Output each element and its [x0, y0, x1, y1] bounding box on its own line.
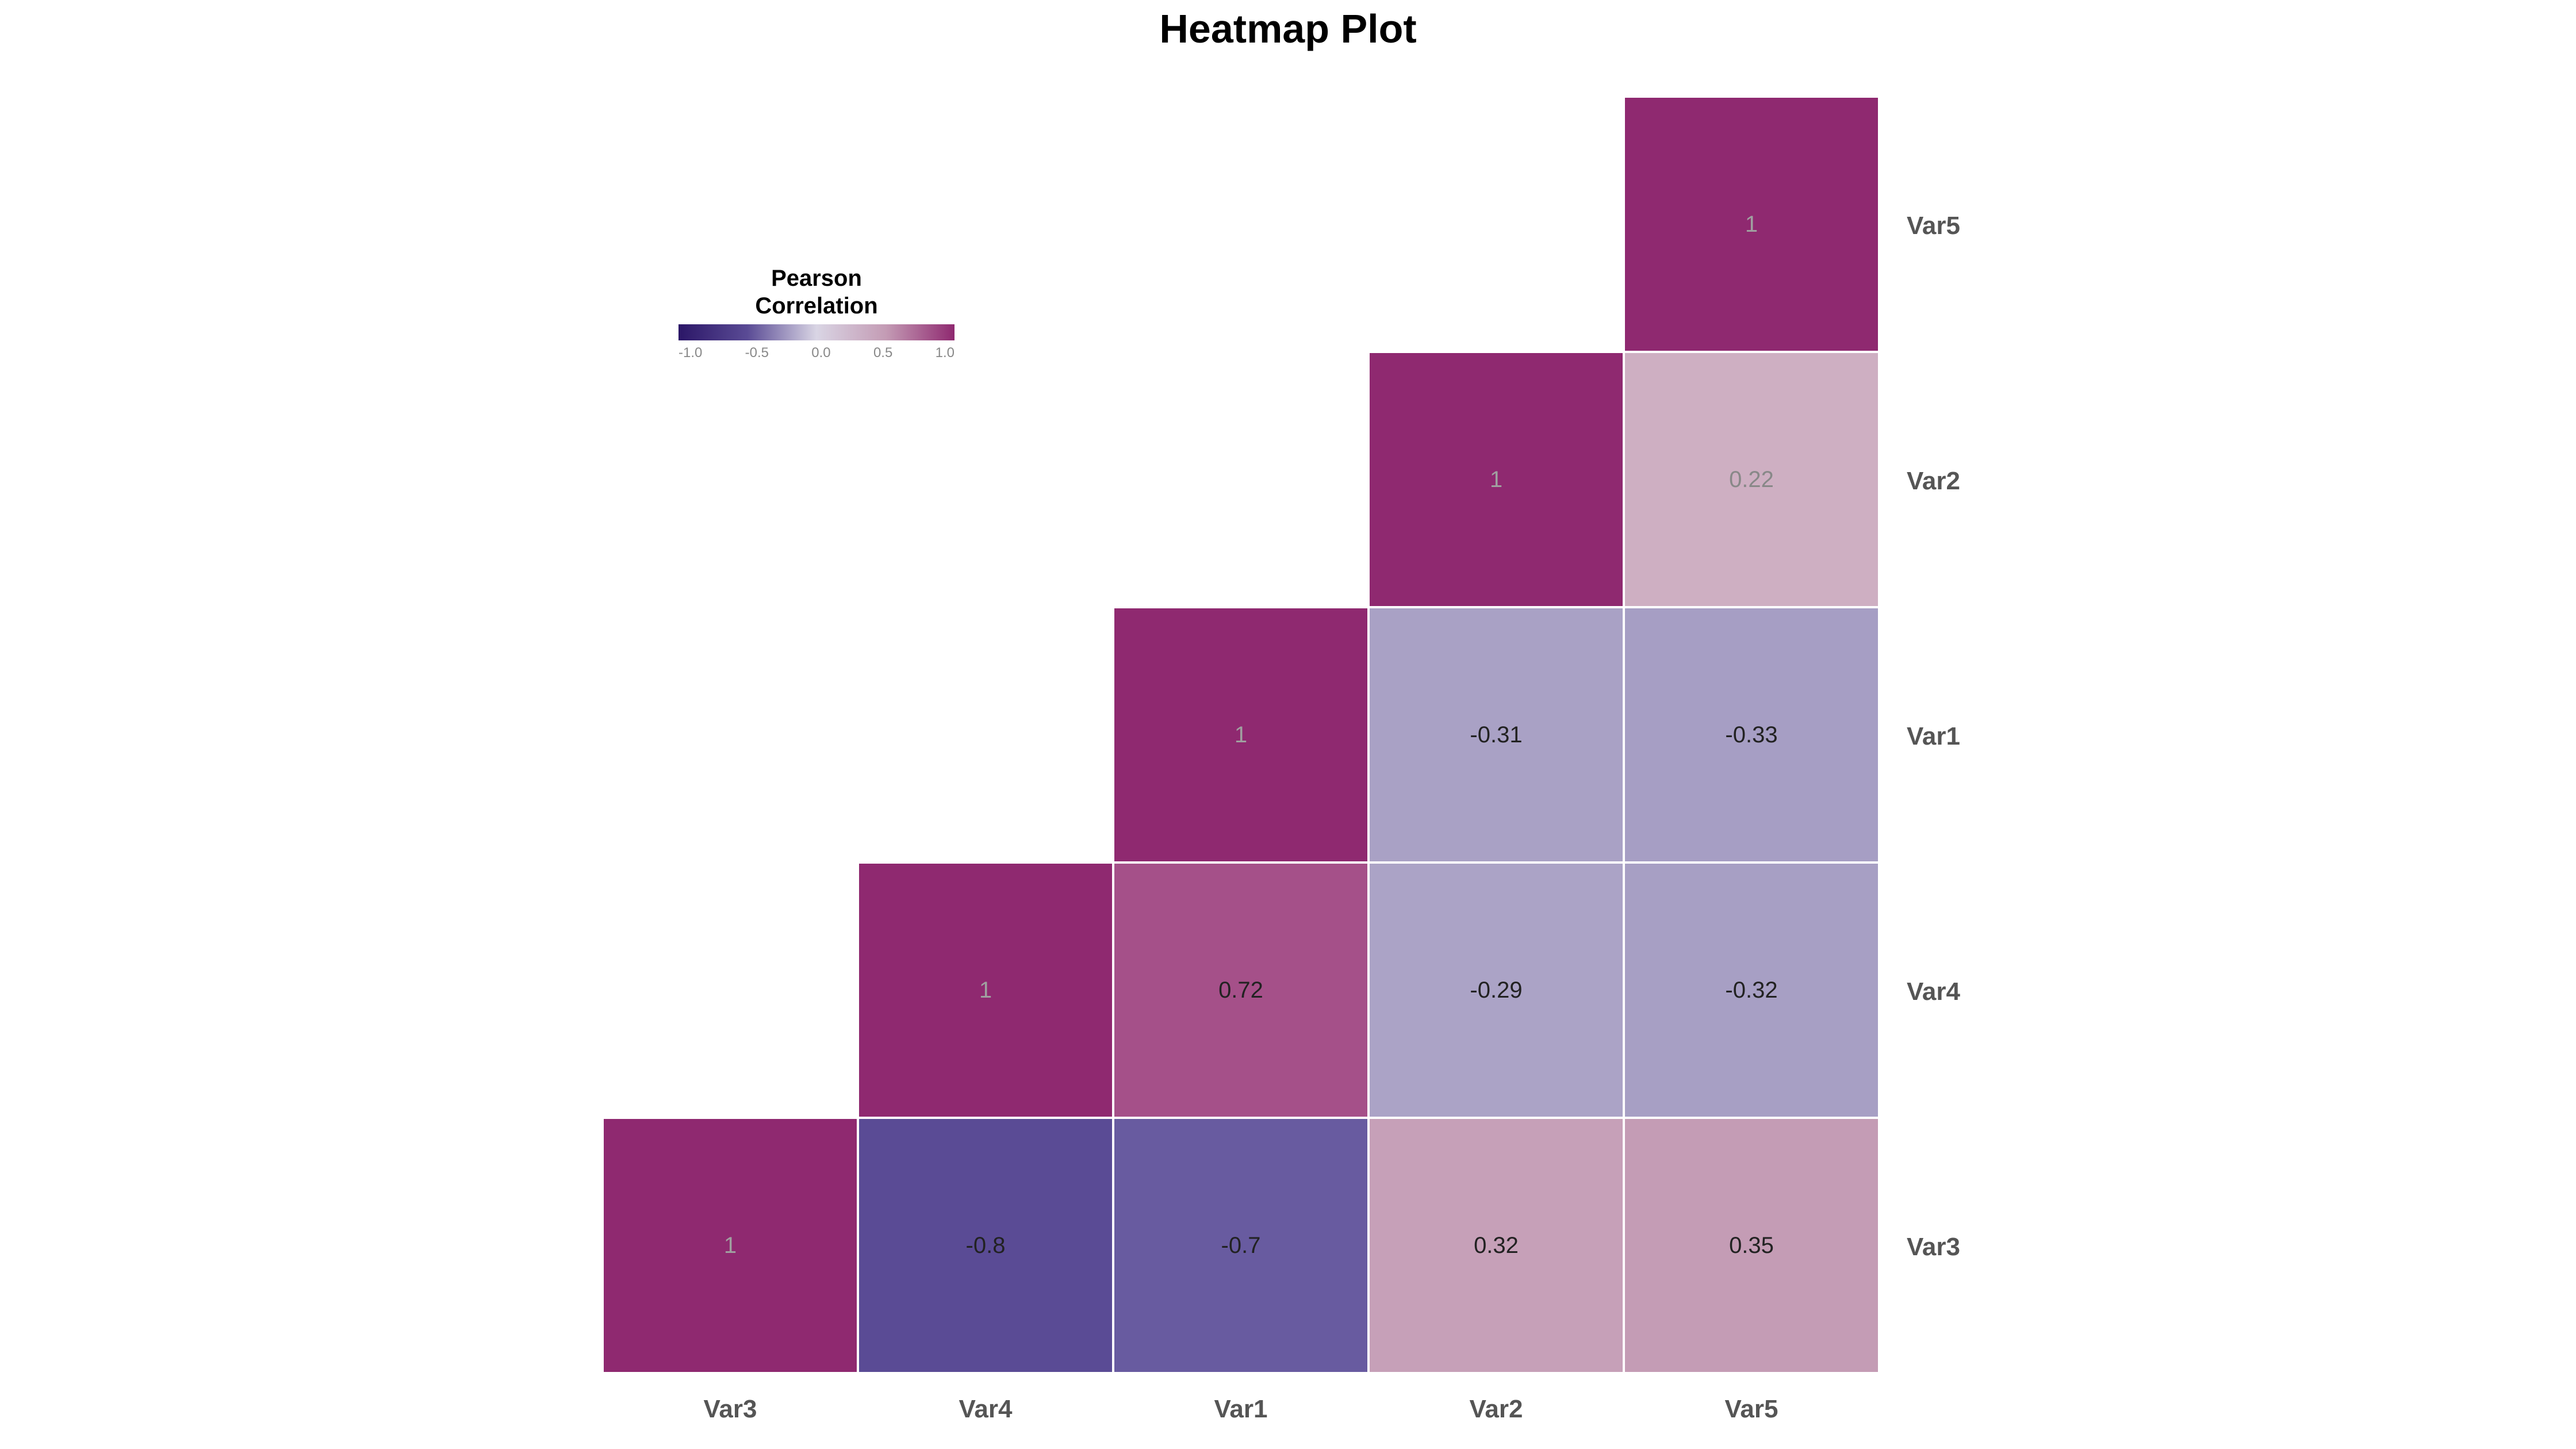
x-axis-label: Var1	[1114, 1395, 1367, 1424]
y-axis-label: Var5	[1907, 212, 1960, 240]
x-axis-label: Var3	[604, 1395, 857, 1424]
legend-gradient-bar	[678, 324, 954, 340]
y-axis-label: Var3	[1907, 1233, 1960, 1262]
legend-title: Pearson Correlation	[678, 264, 954, 320]
y-axis-label: Var4	[1907, 977, 1960, 1006]
cell-value: 1	[1235, 722, 1247, 748]
x-axis-label: Var2	[1370, 1395, 1623, 1424]
heatmap-cell	[604, 353, 857, 606]
x-axis-label: Var4	[859, 1395, 1112, 1424]
legend-tick: -1.0	[678, 345, 702, 361]
heatmap-cell: -0.32	[1625, 864, 1878, 1117]
cell-value: -0.31	[1470, 722, 1522, 748]
cell-value: 0.32	[1474, 1233, 1519, 1259]
cell-value: 0.35	[1729, 1233, 1774, 1259]
legend-ticks: -1.0 -0.5 0.0 0.5 1.0	[678, 345, 954, 361]
cell-value: 1	[724, 1233, 737, 1259]
heatmap-cell	[604, 608, 857, 861]
heatmap-cell: 0.32	[1370, 1119, 1623, 1372]
heatmap-cell: 1	[859, 864, 1112, 1117]
cell-value: 1	[1745, 212, 1758, 237]
heatmap-cell: -0.7	[1114, 1119, 1367, 1372]
heatmap-cell: 1	[1114, 608, 1367, 861]
cell-value: -0.8	[966, 1233, 1006, 1259]
cell-value: 0.22	[1729, 467, 1774, 493]
heatmap-cell	[1114, 98, 1367, 351]
heatmap-cell: -0.31	[1370, 608, 1623, 861]
legend-tick: 0.0	[811, 345, 830, 361]
legend-title-line1: Pearson	[771, 266, 862, 291]
cell-value: -0.33	[1725, 722, 1777, 748]
heatmap-cell: 1	[1370, 353, 1623, 606]
cell-value: 0.72	[1218, 977, 1263, 1003]
cell-value: -0.32	[1725, 977, 1777, 1003]
cell-value: -0.7	[1221, 1233, 1261, 1259]
heatmap-cell: 0.72	[1114, 864, 1367, 1117]
legend-title-line2: Correlation	[755, 293, 877, 319]
x-axis-label: Var5	[1625, 1395, 1878, 1424]
heatmap-cell: -0.8	[859, 1119, 1112, 1372]
y-axis-label: Var2	[1907, 467, 1960, 496]
heatmap-cell: 1	[604, 1119, 857, 1372]
legend-tick: -0.5	[745, 345, 769, 361]
heatmap-cell: -0.33	[1625, 608, 1878, 861]
cell-value: -0.29	[1470, 977, 1522, 1003]
heatmap-cell: 0.35	[1625, 1119, 1878, 1372]
cell-value: 1	[979, 977, 992, 1003]
heatmap-cell: 0.22	[1625, 353, 1878, 606]
cell-value: 1	[1490, 467, 1502, 493]
color-legend: Pearson Correlation -1.0 -0.5 0.0 0.5 1.0	[678, 264, 954, 361]
heatmap-cell	[859, 608, 1112, 861]
legend-tick: 0.5	[873, 345, 892, 361]
heatmap-cell	[1114, 353, 1367, 606]
heatmap-cell: 1	[1625, 98, 1878, 351]
legend-tick: 1.0	[936, 345, 954, 361]
heatmap-cell	[859, 353, 1112, 606]
chart-title: Heatmap Plot	[0, 6, 2576, 52]
heatmap-cell	[604, 864, 857, 1117]
heatmap-cell: -0.29	[1370, 864, 1623, 1117]
heatmap-cell	[1370, 98, 1623, 351]
y-axis-label: Var1	[1907, 722, 1960, 751]
